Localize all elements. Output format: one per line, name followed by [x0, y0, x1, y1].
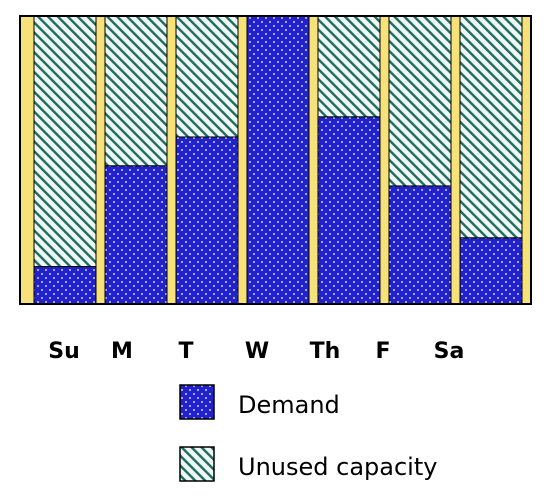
legend-label-unused-capacity: Unused capacity — [238, 453, 437, 481]
x-tick-label-t: T — [178, 339, 193, 364]
bar-demand-sa — [459, 237, 523, 305]
x-axis-labels: Su M T W Th F Sa — [48, 339, 464, 364]
bar-demand-th — [317, 116, 381, 305]
x-tick-label-w: W — [245, 339, 269, 364]
legend-label-demand: Demand — [238, 391, 340, 419]
bar-demand-w — [246, 15, 310, 305]
bar-demand-f — [388, 185, 452, 305]
bar-unused-capacity-t — [175, 15, 239, 138]
bar-unused-capacity-su — [33, 15, 97, 268]
bar-demand-m — [104, 165, 168, 305]
x-tick-label-f: F — [375, 339, 390, 364]
bar-unused-capacity-m — [104, 15, 168, 167]
x-tick-label-sa: Sa — [434, 339, 465, 364]
legend: Demand Unused capacity — [179, 384, 437, 482]
bar-unused-capacity-th — [317, 15, 381, 118]
bar-demand-t — [175, 136, 239, 305]
bars-layer — [33, 15, 523, 305]
x-tick-label-th: Th — [310, 339, 341, 364]
x-tick-label-m: M — [111, 339, 133, 364]
bar-unused-capacity-sa — [459, 15, 523, 239]
x-tick-label-su: Su — [48, 339, 80, 364]
bar-demand-su — [33, 266, 97, 305]
legend-swatch-unused-capacity — [179, 446, 215, 482]
bar-unused-capacity-f — [388, 15, 452, 187]
plot-frame — [19, 15, 532, 305]
legend-swatch-demand — [179, 384, 215, 420]
